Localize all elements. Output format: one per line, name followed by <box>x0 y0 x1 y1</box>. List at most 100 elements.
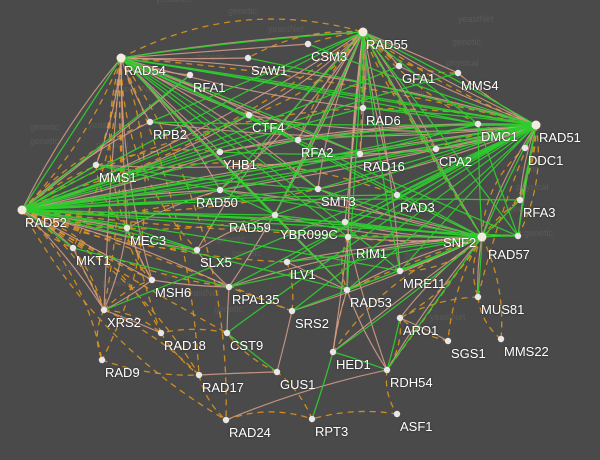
graph-node-asf1[interactable] <box>393 410 401 418</box>
graph-node-aro1[interactable] <box>396 314 404 322</box>
node-label-srs2[interactable]: SRS2 <box>295 316 329 331</box>
node-label-cst9[interactable]: CST9 <box>230 338 264 353</box>
node-label-rad59[interactable]: RAD59 <box>229 220 271 235</box>
graph-node-rad18[interactable] <box>157 329 165 337</box>
graph-node-mms1[interactable] <box>92 161 100 169</box>
graph-node-rad55[interactable] <box>358 27 368 37</box>
graph-node-rad57[interactable] <box>514 232 522 240</box>
node-label-rad18[interactable]: RAD18 <box>164 338 206 353</box>
node-label-hed1[interactable]: HED1 <box>336 357 371 372</box>
graph-node-srs2[interactable] <box>288 307 296 315</box>
graph-node-ilv1[interactable] <box>283 258 291 266</box>
node-label-rad54[interactable]: RAD54 <box>124 63 166 78</box>
graph-node-rad24[interactable] <box>222 416 230 424</box>
graph-node-rpt3[interactable] <box>308 415 316 423</box>
graph-node-slx5[interactable] <box>193 246 201 254</box>
node-label-mkt1[interactable]: MKT1 <box>76 253 111 268</box>
node-label-aro1[interactable]: ARO1 <box>403 323 439 338</box>
node-label-rfa3[interactable]: RFA3 <box>523 205 556 220</box>
node-label-rad50[interactable]: RAD50 <box>196 195 238 210</box>
node-label-gfa1[interactable]: GFA1 <box>402 71 436 86</box>
node-label-rad51[interactable]: RAD51 <box>539 130 581 145</box>
graph-node-rad59[interactable] <box>271 211 279 219</box>
graph-node-rfa1[interactable] <box>186 71 194 79</box>
graph-node-saw1[interactable] <box>244 54 252 62</box>
graph-node-rpa135[interactable] <box>225 283 233 291</box>
graph-node-rad51[interactable] <box>531 120 541 130</box>
node-label-rdh54[interactable]: RDH54 <box>390 375 433 390</box>
node-label-rad16[interactable]: RAD16 <box>363 159 405 174</box>
graph-node-rdh54[interactable] <box>383 366 391 374</box>
node-label-ilv1[interactable]: ILV1 <box>290 267 316 282</box>
graph-node-dmc1[interactable] <box>474 120 482 128</box>
graph-node-sgs1[interactable] <box>444 337 452 345</box>
node-label-saw1[interactable]: SAW1 <box>251 63 288 78</box>
node-label-mus81[interactable]: MUS81 <box>481 302 525 317</box>
graph-node-rad9[interactable] <box>98 356 106 364</box>
graph-node-mkt1[interactable] <box>69 244 77 252</box>
node-label-xrs2[interactable]: XRS2 <box>107 315 141 330</box>
node-label-dmc1[interactable]: DMC1 <box>481 129 518 144</box>
graph-node-rad3[interactable] <box>393 191 401 199</box>
graph-node-cpa2[interactable] <box>432 145 440 153</box>
graph-node-smt3[interactable] <box>314 185 322 193</box>
node-label-gus1[interactable]: GUS1 <box>280 377 316 392</box>
graph-node-msh6[interactable] <box>148 276 156 284</box>
node-label-rad17[interactable]: RAD17 <box>202 380 244 395</box>
graph-node-snf2[interactable] <box>477 232 487 242</box>
node-label-rad57[interactable]: RAD57 <box>488 247 530 262</box>
node-label-snf2[interactable]: SNF2 <box>443 235 477 250</box>
node-label-sgs1[interactable]: SGS1 <box>451 346 486 361</box>
node-label-rad9[interactable]: RAD9 <box>105 365 140 380</box>
graph-node-gus1[interactable] <box>273 368 281 376</box>
node-label-rad24[interactable]: RAD24 <box>229 425 271 440</box>
node-label-rad3[interactable]: RAD3 <box>400 200 435 215</box>
node-label-rad6[interactable]: RAD6 <box>366 113 401 128</box>
graph-node-rad54[interactable] <box>116 53 126 63</box>
node-label-smt3[interactable]: SMT3 <box>321 194 356 209</box>
graph-node-rad53[interactable] <box>343 286 351 294</box>
graph-node-xrs2[interactable] <box>100 306 108 314</box>
node-label-rpb2[interactable]: RPB2 <box>153 127 187 142</box>
graph-node-rfa2[interactable] <box>294 136 302 144</box>
graph-node-mms22[interactable] <box>497 335 505 343</box>
graph-node-mms4[interactable] <box>454 69 462 77</box>
node-label-rad53[interactable]: RAD53 <box>350 295 392 310</box>
graph-node-rad16[interactable] <box>356 150 364 158</box>
node-label-mms1[interactable]: MMS1 <box>99 170 137 185</box>
node-label-msh6[interactable]: MSH6 <box>155 285 192 300</box>
node-label-mre11[interactable]: MRE11 <box>403 276 446 291</box>
graph-node-ybr099c[interactable] <box>341 218 349 226</box>
graph-node-ctf4[interactable] <box>245 111 253 119</box>
node-label-csm3[interactable]: CSM3 <box>311 49 348 64</box>
node-label-mms4[interactable]: MMS4 <box>461 78 499 93</box>
graph-node-rim1[interactable] <box>344 233 352 241</box>
node-label-ctf4[interactable]: CTF4 <box>252 120 285 135</box>
node-label-rpa135[interactable]: RPA135 <box>232 292 280 307</box>
node-label-mec3[interactable]: MEC3 <box>130 233 167 248</box>
node-label-yhb1[interactable]: YHB1 <box>223 157 257 172</box>
node-label-asf1[interactable]: ASF1 <box>400 419 433 434</box>
graph-node-hed1[interactable] <box>329 348 337 356</box>
node-label-rad55[interactable]: RAD55 <box>366 37 408 52</box>
graph-node-cst9[interactable] <box>223 329 231 337</box>
graph-node-mre11[interactable] <box>396 267 404 275</box>
node-label-cpa2[interactable]: CPA2 <box>439 154 472 169</box>
graph-node-rpb2[interactable] <box>146 118 154 126</box>
node-label-rpt3[interactable]: RPT3 <box>315 424 349 439</box>
node-label-rad52[interactable]: RAD52 <box>25 215 67 230</box>
node-label-rfa2[interactable]: RFA2 <box>301 145 334 160</box>
graph-node-rfa3[interactable] <box>516 196 524 204</box>
graph-node-yhb1[interactable] <box>216 148 224 156</box>
node-label-rfa1[interactable]: RFA1 <box>193 80 226 95</box>
graph-node-rad17[interactable] <box>195 371 203 379</box>
node-label-ybr099c[interactable]: YBR099C <box>280 227 338 242</box>
graph-node-mus81[interactable] <box>474 293 482 301</box>
graph-node-rad50[interactable] <box>216 186 224 194</box>
graph-node-rad6[interactable] <box>359 104 367 112</box>
node-label-slx5[interactable]: SLX5 <box>200 255 232 270</box>
graph-node-mec3[interactable] <box>123 224 131 232</box>
node-label-rim1[interactable]: RIM1 <box>356 246 388 261</box>
graph-node-ddc1[interactable] <box>521 144 529 152</box>
graph-node-csm3[interactable] <box>304 40 312 48</box>
